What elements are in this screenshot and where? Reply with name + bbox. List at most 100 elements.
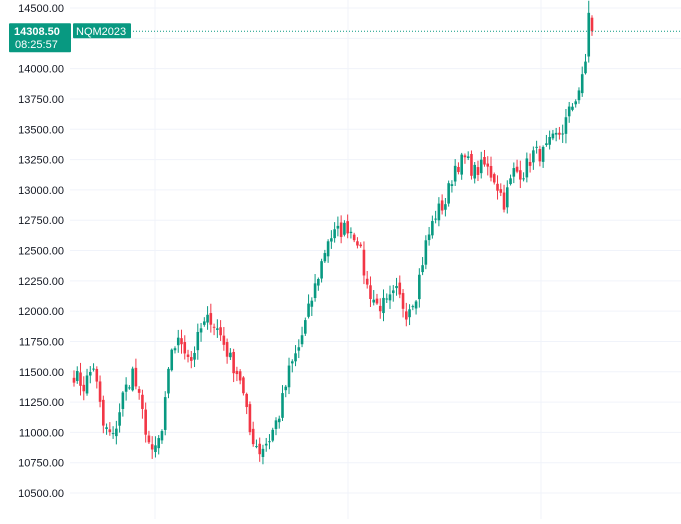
candle-body [326, 241, 330, 257]
candle [317, 277, 320, 291]
candle [216, 319, 219, 338]
candle [186, 349, 190, 363]
candle-body [238, 371, 242, 381]
candle-body [173, 348, 177, 351]
candle [548, 130, 551, 150]
y-axis: 10500.00 10750.00 11000.00 11250.00 11500.00… [18, 3, 64, 500]
candle [274, 417, 278, 436]
candle [502, 184, 506, 213]
candle-body [111, 433, 115, 435]
candle-body [128, 387, 131, 389]
candle [222, 327, 226, 351]
candle [124, 377, 128, 401]
candle-body [72, 377, 76, 383]
candle-body [564, 117, 568, 134]
candle [411, 304, 415, 311]
candle-body [408, 309, 411, 318]
candle [242, 376, 245, 396]
candle-body [336, 225, 340, 229]
candle [359, 242, 362, 248]
candle [229, 348, 232, 360]
candle [486, 156, 490, 176]
candle [571, 103, 574, 112]
candle [408, 304, 411, 326]
candle-body [587, 12, 591, 57]
candle-body [424, 240, 428, 265]
candle-body [489, 165, 493, 178]
candle-body [551, 133, 555, 139]
y-tick-label: 11500.00 [19, 367, 64, 379]
candle-body [75, 371, 79, 381]
candle [385, 293, 389, 304]
candle-body [137, 389, 141, 393]
candle [150, 436, 154, 459]
candle-body [453, 165, 457, 182]
candle [545, 134, 548, 147]
candle [336, 216, 340, 237]
candle [505, 180, 509, 214]
candle-body [372, 299, 376, 303]
candle [522, 172, 525, 182]
candle-body [157, 438, 161, 449]
candle [447, 180, 450, 207]
candle-body [421, 265, 424, 273]
candle-body [261, 448, 265, 457]
candle-body [528, 161, 532, 166]
candle-body [199, 328, 203, 333]
candle-body [118, 412, 121, 426]
candle-body [225, 342, 229, 357]
candle-body [395, 286, 398, 289]
candle [144, 402, 147, 443]
candle [323, 249, 327, 263]
candle-body [567, 106, 571, 117]
candle-body [108, 429, 112, 433]
candle [281, 385, 284, 421]
candle [92, 363, 95, 372]
candle [219, 320, 222, 341]
candle [170, 348, 174, 372]
candle-body [147, 435, 151, 443]
candle-body [473, 164, 477, 179]
candle [525, 152, 529, 183]
last-price-label: 14308.50 08:25:57 [9, 23, 71, 53]
candle-body [115, 428, 118, 437]
candle [232, 348, 235, 383]
y-tick-label: 12750.00 [18, 215, 64, 227]
candle-body [271, 429, 275, 441]
candle [297, 339, 301, 359]
candle-body [297, 347, 301, 351]
candle [108, 422, 112, 436]
candle [453, 159, 457, 186]
candle [173, 346, 177, 354]
candle-body [398, 282, 402, 295]
candle [134, 358, 138, 390]
candle [421, 257, 424, 276]
candle-body [222, 335, 226, 345]
candle [115, 420, 118, 445]
candle-body [85, 375, 89, 394]
candle [251, 421, 255, 447]
y-tick-label: 11750.00 [19, 336, 64, 348]
candle [157, 435, 161, 455]
candle [532, 146, 535, 170]
candle [176, 329, 180, 353]
candle [457, 162, 460, 175]
candle-body [457, 166, 460, 173]
candle [437, 197, 441, 227]
y-tick-label: 14500.00 [18, 3, 64, 15]
candle [551, 129, 555, 141]
candle [427, 226, 431, 246]
candle-body [548, 137, 551, 145]
candle-body [141, 394, 144, 409]
candle [258, 437, 261, 462]
candle [528, 153, 532, 173]
candle-body [532, 150, 535, 163]
candle-body [264, 443, 268, 446]
candle [450, 180, 454, 193]
candle-body [525, 158, 529, 178]
candle-body [323, 253, 327, 262]
candle [88, 366, 92, 384]
candle-body [359, 244, 362, 247]
candle [98, 375, 102, 408]
candle-body [444, 204, 447, 210]
